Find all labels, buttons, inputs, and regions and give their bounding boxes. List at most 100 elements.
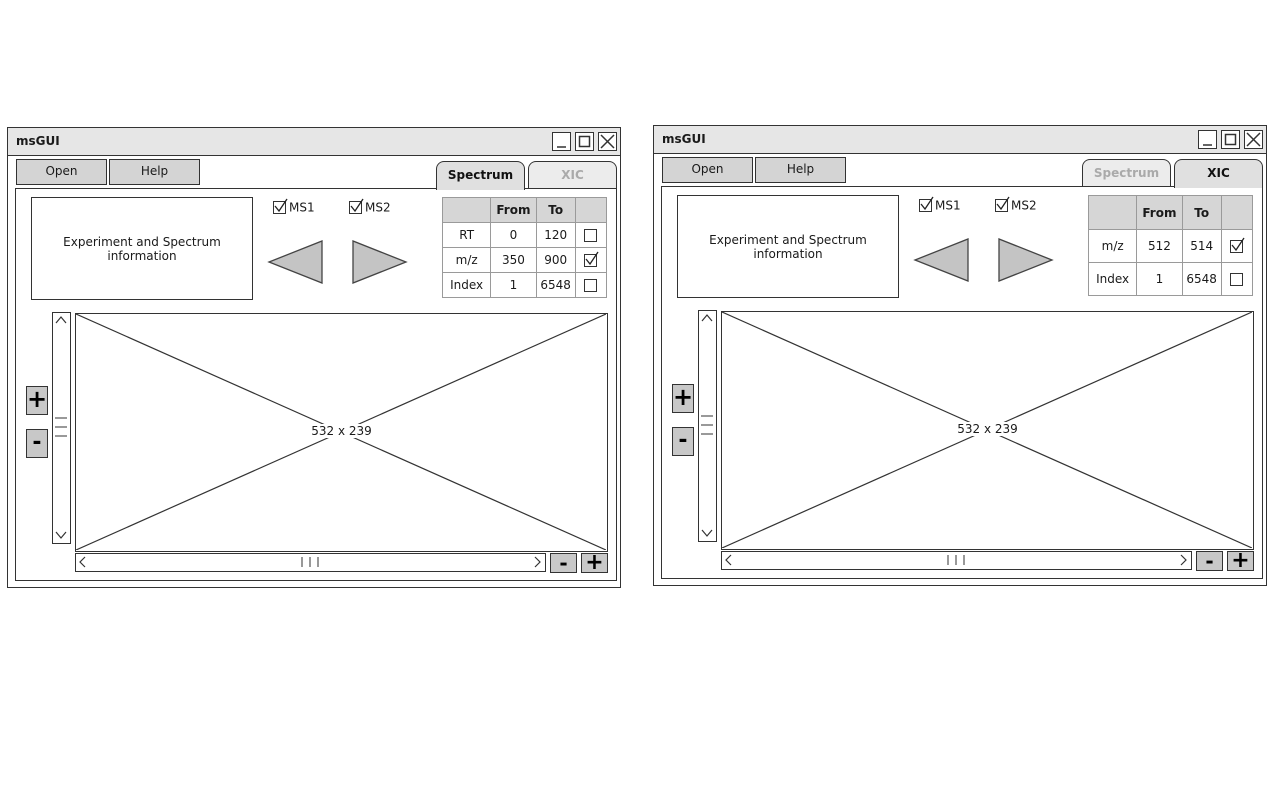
- vertical-scrollbar[interactable]: [698, 310, 717, 542]
- mz-checkbox[interactable]: [584, 251, 599, 267]
- horizontal-scrollbar-graphics: [79, 556, 541, 568]
- table-header-to: To: [1181, 195, 1222, 230]
- row-checkbox-cell: [574, 272, 608, 298]
- close-button[interactable]: [598, 132, 617, 151]
- from-value[interactable]: 0: [490, 222, 537, 248]
- ms2-checkbox[interactable]: MS2: [349, 198, 391, 215]
- plot-size-label: 532 x 239: [309, 424, 374, 438]
- check-icon: [585, 251, 599, 266]
- minimize-icon: [1203, 144, 1212, 146]
- vertical-scrollbar-graphics: [55, 316, 67, 539]
- to-value[interactable]: 514: [1181, 229, 1222, 263]
- ms1-checkbox[interactable]: MS1: [919, 196, 961, 213]
- row-checkbox-cell: [574, 247, 608, 273]
- checkbox-box: [995, 196, 1010, 212]
- table-header-to: To: [535, 197, 576, 223]
- vertical-zoom-in-button[interactable]: +: [26, 385, 48, 415]
- check-icon: [350, 198, 364, 213]
- ms1-label: MS1: [289, 200, 315, 215]
- table-header-from: From: [1136, 195, 1183, 230]
- msgui-window-xic: msGUI Open Help Spectrum XIC Experiment …: [653, 125, 1267, 586]
- vertical-zoom-out-button[interactable]: -: [672, 427, 694, 456]
- vertical-zoom-in-button[interactable]: +: [672, 383, 694, 413]
- tab-content-panel: Experiment and Spectrum information MS1 …: [661, 186, 1263, 579]
- to-value[interactable]: 6548: [1181, 262, 1222, 296]
- open-button[interactable]: Open: [662, 157, 753, 183]
- to-value[interactable]: 120: [535, 222, 576, 248]
- ms1-label: MS1: [935, 198, 961, 213]
- spectrum-plot-area[interactable]: 532 x 239: [75, 313, 608, 552]
- previous-spectrum-arrow-icon[interactable]: [913, 237, 971, 283]
- maximize-button[interactable]: [575, 132, 594, 151]
- row-name: m/z: [441, 247, 492, 273]
- next-spectrum-arrow-icon[interactable]: [997, 237, 1055, 283]
- minimize-button[interactable]: [552, 132, 571, 151]
- tab-content-panel: Experiment and Spectrum information MS1 …: [15, 188, 617, 581]
- checkbox-box: [273, 198, 288, 214]
- mz-checkbox[interactable]: [1230, 237, 1245, 253]
- table-row: Index 1 6548: [441, 272, 608, 298]
- from-value[interactable]: 512: [1136, 229, 1183, 263]
- vertical-scrollbar[interactable]: [52, 312, 71, 544]
- table-row: m/z 512 514: [1087, 229, 1254, 263]
- from-value[interactable]: 350: [490, 247, 537, 273]
- check-icon: [920, 196, 934, 211]
- title-bar: msGUI: [8, 128, 620, 156]
- to-value[interactable]: 900: [535, 247, 576, 273]
- next-spectrum-arrow-icon[interactable]: [351, 239, 409, 285]
- horizontal-scrollbar-graphics: [725, 554, 1187, 566]
- table-row: RT 0 120: [441, 222, 608, 248]
- help-button[interactable]: Help: [109, 159, 200, 185]
- table-row: Index 1 6548: [1087, 262, 1254, 296]
- horizontal-zoom-out-button[interactable]: -: [550, 553, 577, 573]
- tab-xic[interactable]: XIC: [1174, 159, 1263, 188]
- vertical-zoom-out-button[interactable]: -: [26, 429, 48, 458]
- horizontal-zoom-in-button[interactable]: +: [581, 552, 608, 574]
- to-value[interactable]: 6548: [535, 272, 576, 298]
- help-button[interactable]: Help: [755, 157, 846, 183]
- rt-checkbox[interactable]: [584, 229, 598, 242]
- maximize-icon: [578, 135, 591, 148]
- close-icon: [600, 134, 615, 149]
- window-title: msGUI: [16, 134, 60, 148]
- close-button[interactable]: [1244, 130, 1263, 149]
- minimize-button[interactable]: [1198, 130, 1217, 149]
- horizontal-zoom-out-button[interactable]: -: [1196, 551, 1223, 571]
- from-value[interactable]: 1: [1136, 262, 1183, 296]
- vertical-scrollbar-graphics: [701, 314, 713, 537]
- horizontal-scrollbar[interactable]: [721, 551, 1192, 570]
- open-button[interactable]: Open: [16, 159, 107, 185]
- horizontal-zoom-in-button[interactable]: +: [1227, 550, 1254, 572]
- table-row: m/z 350 900: [441, 247, 608, 273]
- ms2-label: MS2: [1011, 198, 1037, 213]
- tab-spectrum[interactable]: Spectrum: [436, 161, 525, 190]
- plot-size-label: 532 x 239: [955, 422, 1020, 436]
- tab-spectrum[interactable]: Spectrum: [1082, 159, 1171, 188]
- table-header-from: From: [490, 197, 537, 223]
- index-checkbox[interactable]: [584, 279, 598, 292]
- previous-spectrum-arrow-icon[interactable]: [267, 239, 325, 285]
- minimize-icon: [557, 146, 566, 148]
- experiment-info-box: Experiment and Spectrum information: [31, 197, 253, 300]
- table-header: [1087, 195, 1138, 230]
- tab-xic[interactable]: XIC: [528, 161, 617, 190]
- horizontal-scrollbar[interactable]: [75, 553, 546, 572]
- table-header: [441, 197, 492, 223]
- checkbox-box: [349, 198, 364, 214]
- index-checkbox[interactable]: [1230, 273, 1244, 286]
- row-name: RT: [441, 222, 492, 248]
- maximize-icon: [1224, 133, 1237, 146]
- table-header: [1220, 195, 1254, 230]
- ms2-checkbox[interactable]: MS2: [995, 196, 1037, 213]
- maximize-button[interactable]: [1221, 130, 1240, 149]
- ms2-label: MS2: [365, 200, 391, 215]
- from-value[interactable]: 1: [490, 272, 537, 298]
- check-icon: [274, 198, 288, 213]
- xic-plot-area[interactable]: 532 x 239: [721, 311, 1254, 550]
- checkbox-box: [919, 196, 934, 212]
- ms1-checkbox[interactable]: MS1: [273, 198, 315, 215]
- check-icon: [1231, 237, 1245, 252]
- check-icon: [996, 196, 1010, 211]
- range-table: From To RT 0 120 m/z 350 900 Index 1 654…: [441, 197, 608, 298]
- table-header: [574, 197, 608, 223]
